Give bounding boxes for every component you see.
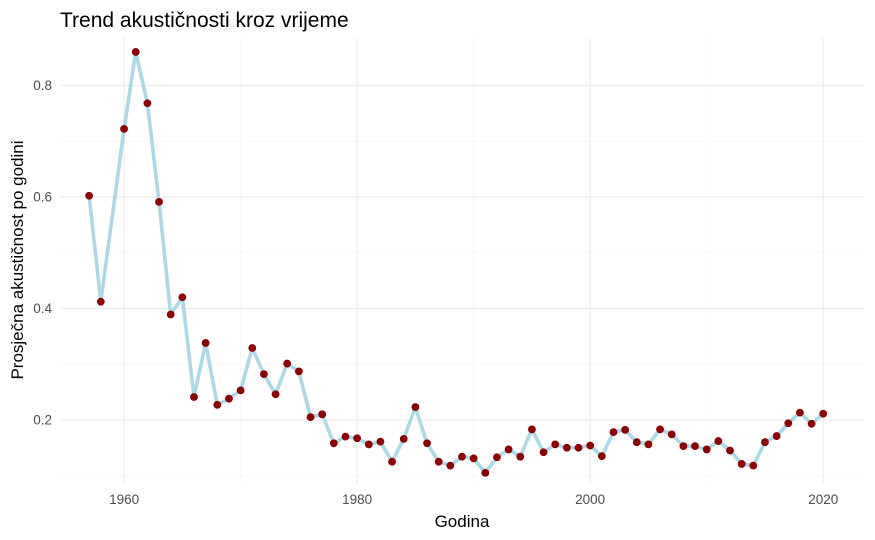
data-point — [469, 454, 478, 463]
data-point — [609, 428, 618, 437]
y-axis-title: Prosječna akustičnost po godini — [8, 140, 27, 379]
series-layer — [85, 48, 828, 477]
data-point — [586, 441, 595, 450]
data-point — [190, 393, 198, 401]
x-tick-label: 1960 — [109, 492, 139, 507]
data-point — [120, 124, 128, 133]
data-point — [178, 293, 187, 302]
data-point — [714, 437, 723, 445]
data-point — [574, 443, 583, 452]
data-point — [96, 297, 105, 306]
data-point — [411, 403, 420, 411]
data-point — [749, 461, 758, 470]
data-point — [329, 439, 338, 448]
data-point — [201, 339, 210, 347]
data-point — [388, 457, 396, 466]
data-point — [516, 452, 525, 461]
data-point — [341, 432, 350, 441]
data-point — [131, 48, 140, 56]
data-point — [85, 191, 94, 200]
data-point — [213, 400, 222, 409]
data-point — [283, 359, 292, 368]
data-point — [737, 460, 746, 468]
series-line — [87, 50, 826, 475]
data-point — [632, 438, 641, 447]
data-point — [446, 461, 455, 470]
data-point — [691, 442, 699, 450]
data-point — [423, 439, 431, 448]
y-tick-label: 0.8 — [33, 78, 52, 93]
data-point — [260, 370, 268, 379]
y-tick-label: 0.2 — [33, 412, 52, 427]
data-point — [294, 367, 303, 376]
data-point — [155, 198, 163, 206]
data-point — [528, 425, 536, 434]
data-point — [166, 310, 175, 319]
data-point — [562, 443, 571, 452]
data-point — [784, 419, 793, 428]
x-tick-label: 2020 — [808, 492, 838, 507]
data-point — [679, 442, 688, 450]
data-point — [376, 437, 385, 446]
data-point — [271, 390, 280, 399]
data-point — [772, 432, 781, 440]
data-point — [644, 440, 653, 449]
data-point — [458, 452, 466, 461]
x-axis-title: Godina — [435, 512, 490, 531]
data-point — [551, 440, 560, 449]
data-point — [761, 438, 769, 447]
data-point — [318, 410, 327, 419]
data-point — [597, 452, 606, 461]
data-point — [143, 99, 152, 108]
data-point — [353, 434, 362, 443]
y-tick-label: 0.4 — [33, 301, 52, 316]
data-point — [236, 386, 245, 395]
grid — [60, 38, 864, 484]
data-point — [493, 453, 501, 462]
data-point — [399, 434, 408, 443]
data-point — [819, 409, 828, 418]
data-point — [364, 440, 373, 449]
data-point — [481, 468, 490, 477]
data-point — [248, 344, 257, 352]
data-point — [702, 445, 711, 454]
y-axis-ticks: 0.2 0.4 0.6 0.8 — [33, 78, 52, 428]
y-tick-label: 0.6 — [33, 189, 52, 204]
x-tick-label: 1980 — [342, 492, 372, 507]
data-point — [621, 426, 630, 434]
data-point — [225, 394, 233, 403]
data-point — [434, 457, 443, 466]
x-axis-ticks: 1960 1980 2000 2020 — [109, 492, 838, 507]
data-point — [667, 430, 676, 439]
data-point — [539, 448, 548, 457]
data-point — [656, 425, 664, 434]
data-point — [504, 445, 513, 454]
data-point — [796, 408, 804, 417]
data-point — [807, 419, 816, 428]
data-point — [306, 413, 315, 421]
x-tick-label: 2000 — [575, 492, 605, 507]
chart-title: Trend akustičnosti kroz vrijeme — [60, 9, 349, 32]
data-point — [726, 446, 734, 455]
